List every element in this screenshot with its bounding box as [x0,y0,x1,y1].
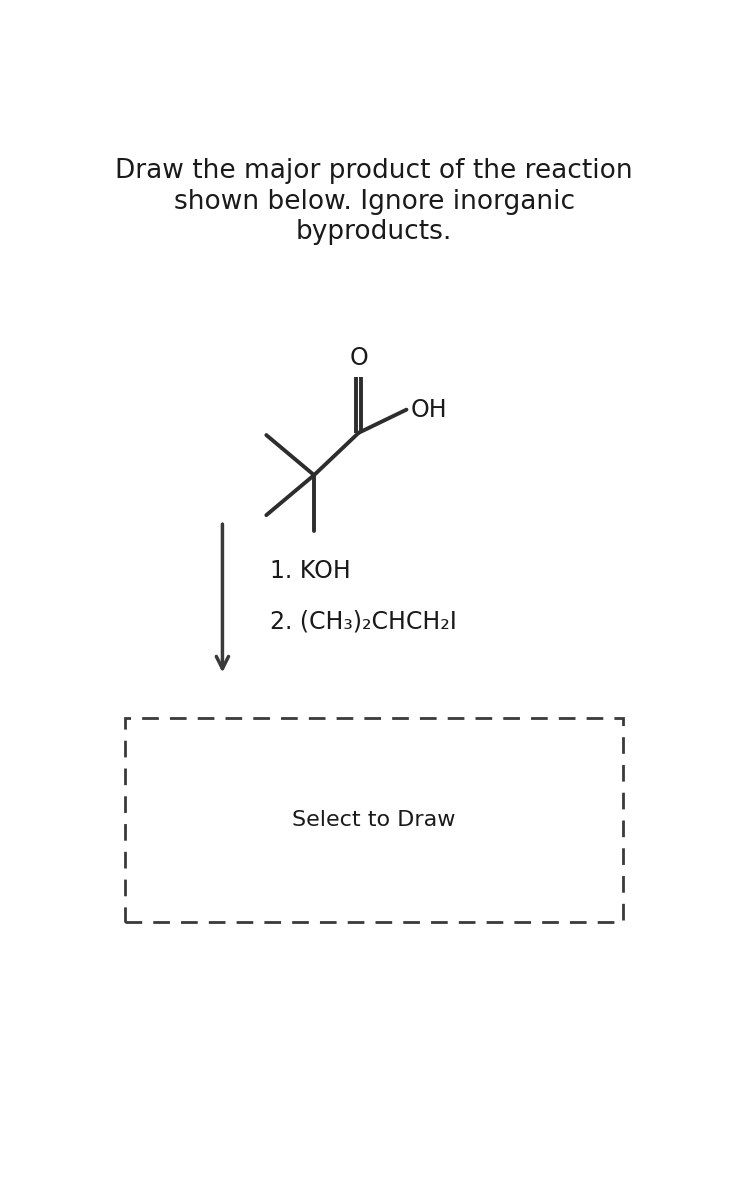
Text: byproducts.: byproducts. [296,220,453,246]
Text: 1. KOH: 1. KOH [270,559,351,583]
Text: shown below. Ignore inorganic: shown below. Ignore inorganic [174,188,575,215]
Text: 2. (CH₃)₂CHCH₂I: 2. (CH₃)₂CHCH₂I [270,610,457,634]
Text: O: O [350,346,368,370]
Text: OH: OH [411,397,447,421]
Bar [126,718,623,922]
Text: Select to Draw: Select to Draw [293,810,456,830]
Text: Draw the major product of the reaction: Draw the major product of the reaction [115,158,633,184]
